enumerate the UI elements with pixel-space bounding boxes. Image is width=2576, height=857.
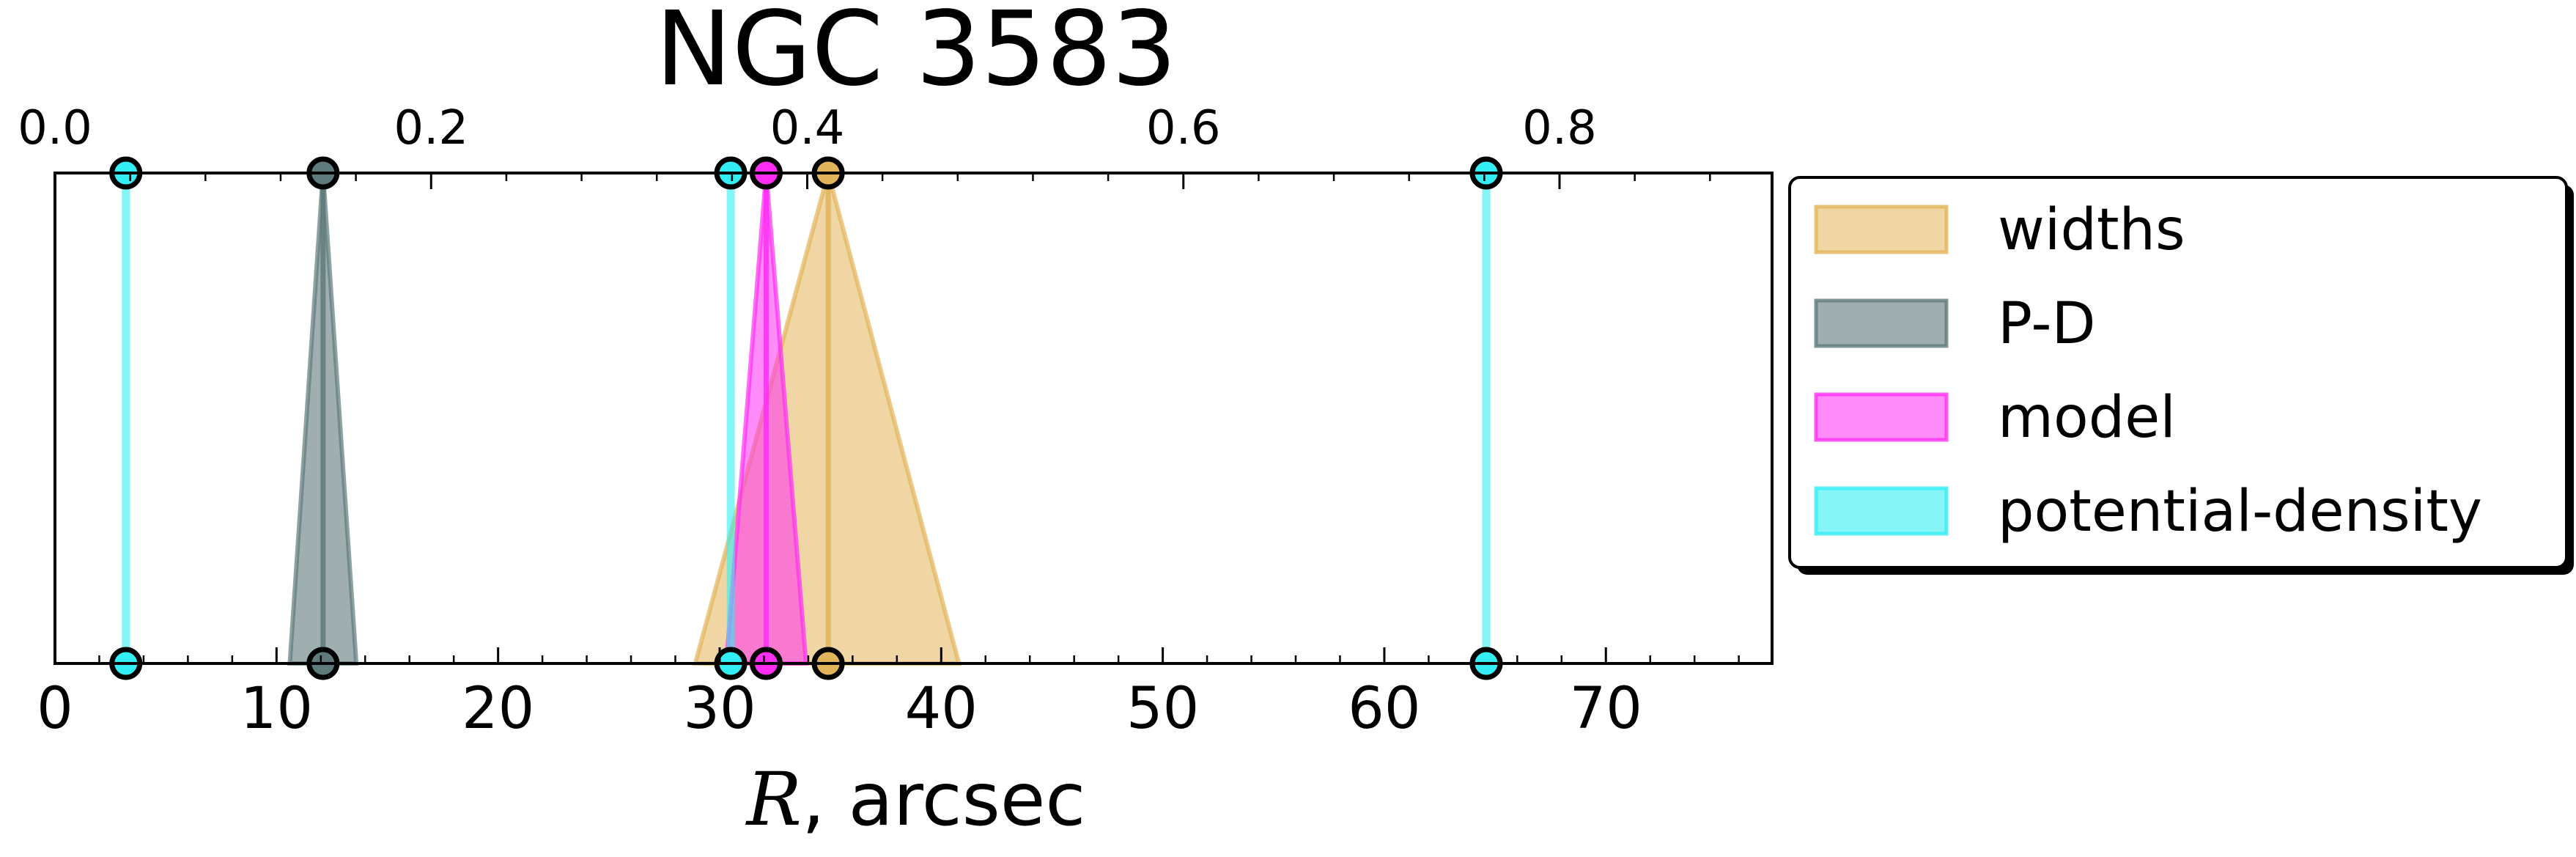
top-tick-label: 0.0 <box>18 101 92 155</box>
x-tick-label: 50 <box>1126 676 1199 742</box>
top-tick-label: 0.8 <box>1522 101 1597 155</box>
x-tick-label: 0 <box>37 676 73 742</box>
legend-swatch-potential-density <box>1814 486 1949 536</box>
legend-swatch-model <box>1814 392 1949 442</box>
legend: widths P-D model potential-density <box>1788 176 2574 575</box>
x-tick-label: 40 <box>905 676 978 742</box>
legend-label-model: model <box>1998 385 2176 451</box>
top-tick-label: 0.4 <box>770 101 845 155</box>
legend-swatch-widths <box>1814 205 1949 254</box>
legend-label-potential-density: potential-density <box>1998 479 2482 545</box>
x-tick-label: 30 <box>683 676 756 742</box>
top-tick-label: 0.6 <box>1146 101 1221 155</box>
x-tick-label: 10 <box>240 676 313 742</box>
chart-title: NGC 3583 <box>655 0 1177 109</box>
legend-box <box>1788 176 2568 569</box>
legend-swatch-p-d <box>1814 298 1949 348</box>
x-axis-label-symbol: R <box>745 757 802 842</box>
x-tick-label: 60 <box>1348 676 1420 742</box>
x-tick-label: 20 <box>462 676 534 742</box>
x-tick-label: 70 <box>1570 676 1642 742</box>
legend-label-widths: widths <box>1998 197 2185 263</box>
axes: 0 10 20 30 40 50 60 70 0.0 0.2 0.4 0.6 0.8 <box>18 101 1774 742</box>
plot-frame <box>53 172 1774 665</box>
x-axis-label-unit: , arcsec <box>802 757 1085 842</box>
top-tick-label: 0.2 <box>394 101 468 155</box>
plot-area <box>109 156 1503 680</box>
legend-label-p-d: P-D <box>1998 291 2096 357</box>
x-axis-label: R, arcsec <box>745 757 1086 842</box>
